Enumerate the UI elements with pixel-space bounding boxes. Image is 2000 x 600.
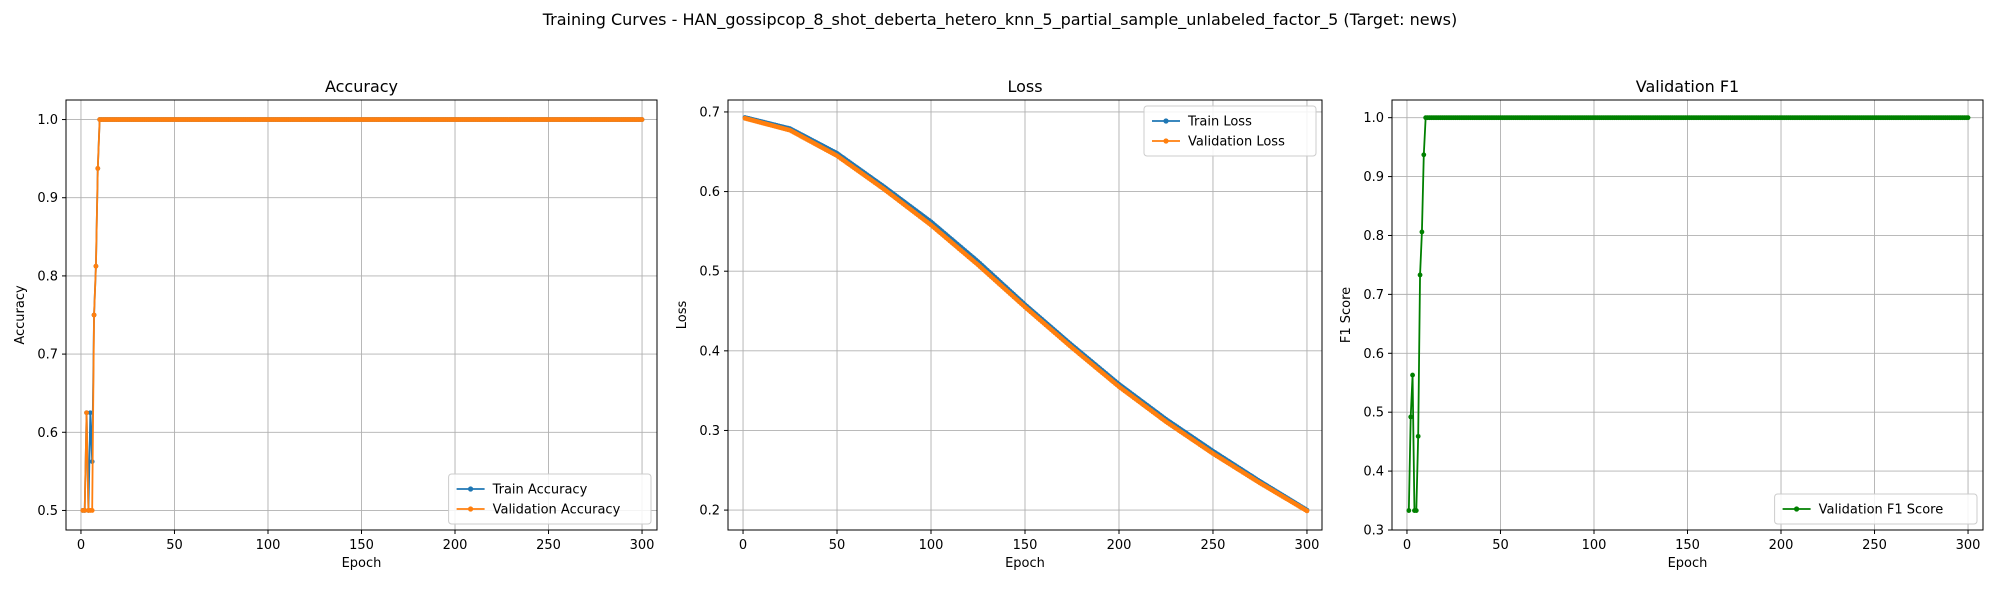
x-tick-label: 100 (1582, 538, 1607, 553)
data-point-validation-accuracy (91, 312, 97, 318)
data-point-train-accuracy (87, 410, 93, 416)
legend-box (1143, 105, 1317, 157)
x-tick-label: 300 (1295, 538, 1320, 553)
data-point-validation-accuracy (82, 508, 88, 513)
series-line-validation-accuracy (82, 118, 643, 512)
legend-marker-train-loss (1163, 118, 1169, 124)
data-point-validation-f1-score (1965, 115, 1971, 121)
axes-frame (727, 99, 1323, 531)
data-point-validation-accuracy (93, 263, 99, 269)
y-tick-label: 0.9 (37, 191, 58, 206)
data-point-validation-f1-score (1413, 508, 1419, 513)
data-point-validation-f1-score (1410, 372, 1415, 378)
x-tick-label: 300 (630, 538, 655, 553)
data-point-validation-accuracy (639, 117, 645, 122)
axes-frame (65, 99, 658, 531)
x-tick-label: 150 (1675, 538, 1700, 553)
y-axis-label: Accuracy (13, 285, 28, 345)
y-tick-label: 0.7 (37, 348, 58, 363)
plot-area (1406, 115, 1971, 513)
chart-panel-accuracy: 0 50 100 150 200 250 300 0.5 0.6 0.7 0.8 0.9 1.0 Accu… (13, 77, 658, 571)
x-tick-label: 200 (1107, 538, 1132, 553)
y-tick-label: 1.0 (37, 113, 58, 128)
figure-title: Training Curves - HAN_gossipcop_8_shot_d… (542, 10, 1458, 30)
legend: Train Accuracy Validation Accuracy (448, 473, 652, 525)
legend-label-validation-accuracy: Validation Accuracy (493, 503, 621, 518)
data-point-validation-accuracy (95, 166, 101, 171)
x-tick-label: 250 (1862, 538, 1887, 553)
chart-panel-validation-f1: 0 50 100 150 200 250 300 0.3 0.4 0.5 0.6 0.7 0.8 0.9 1… (1339, 77, 1984, 571)
axes-frame (1391, 99, 1984, 531)
y-tick-label: 0.8 (37, 269, 58, 284)
data-point-validation-f1-score (1408, 414, 1414, 420)
legend: Train Loss Validation Loss (1143, 105, 1317, 157)
legend-box (1774, 493, 1978, 525)
legend-label-validation-f1-score: Validation F1 Score (1819, 503, 1944, 518)
x-tick-label: 300 (1956, 538, 1981, 553)
x-tick-label: 100 (919, 538, 944, 553)
x-tick-label: 150 (1013, 538, 1038, 553)
chart-title: Accuracy (325, 77, 398, 96)
y-tick-label: 0.6 (699, 185, 720, 200)
legend-marker-validation-loss (1163, 138, 1169, 144)
x-tick-label: 0 (77, 538, 85, 553)
y-tick-label: 0.5 (1363, 406, 1384, 421)
x-axis-label: Epoch (1668, 556, 1708, 571)
x-tick-label: 50 (1492, 538, 1509, 553)
data-point-validation-accuracy (89, 508, 95, 513)
x-tick-label: 150 (349, 538, 374, 553)
legend-marker-train-accuracy (468, 486, 474, 492)
x-tick-label: 50 (829, 538, 846, 553)
y-tick-label: 0.6 (1363, 347, 1384, 362)
x-tick-label: 100 (256, 538, 281, 553)
y-tick-label: 0.4 (1363, 465, 1384, 480)
chart-title: Validation F1 (1636, 77, 1739, 96)
x-axis-label: Epoch (342, 556, 382, 571)
data-point-validation-f1-score (1419, 229, 1425, 235)
plot-area (742, 115, 1310, 514)
legend-label-train-accuracy: Train Accuracy (492, 483, 588, 498)
legend-label-train-loss: Train Loss (1187, 115, 1252, 130)
y-tick-label: 0.4 (699, 344, 720, 359)
y-tick-label: 0.9 (1363, 170, 1384, 185)
data-point-validation-f1-score (1421, 152, 1427, 158)
y-tick-label: 0.7 (699, 105, 720, 120)
y-axis-label: F1 Score (1339, 287, 1354, 343)
legend-marker-validation-f1-score (1794, 506, 1800, 512)
y-tick-label: 0.8 (1363, 229, 1384, 244)
y-tick-label: 0.5 (699, 265, 720, 280)
y-tick-label: 0.7 (1363, 288, 1384, 303)
data-point-validation-f1-score (1415, 433, 1421, 439)
x-tick-label: 0 (1403, 538, 1411, 553)
y-axis-label: Loss (675, 301, 690, 330)
series-line-train-loss (744, 116, 1308, 511)
plot-area (80, 117, 645, 513)
x-tick-label: 0 (739, 538, 747, 553)
x-tick-label: 200 (443, 538, 468, 553)
y-tick-label: 0.6 (37, 426, 58, 441)
data-point-validation-f1-score (1406, 508, 1412, 513)
x-tick-label: 250 (536, 538, 561, 553)
series-line-validation-loss (744, 117, 1308, 512)
x-tick-label: 200 (1769, 538, 1794, 553)
y-tick-label: 1.0 (1363, 111, 1384, 126)
x-axis-label: Epoch (1005, 556, 1045, 571)
legend: Validation F1 Score (1774, 493, 1978, 525)
x-tick-label: 250 (1201, 538, 1226, 553)
y-tick-label: 0.3 (1363, 524, 1384, 539)
data-point-validation-accuracy (84, 410, 89, 416)
chart-panel-loss: 0 50 100 150 200 250 300 0.2 0.3 0.4 0.5 0.6 0.7 Loss… (675, 77, 1323, 571)
y-tick-label: 0.5 (37, 504, 58, 519)
legend-box (448, 473, 652, 525)
y-tick-label: 0.3 (699, 424, 720, 439)
x-tick-label: 50 (166, 538, 183, 553)
legend-label-validation-loss: Validation Loss (1188, 135, 1285, 150)
data-point-validation-f1-score (1417, 272, 1423, 278)
chart-title: Loss (1007, 77, 1042, 96)
series-line-train-accuracy (82, 118, 643, 512)
data-point-validation-loss (1304, 508, 1310, 514)
y-tick-label: 0.2 (699, 504, 720, 519)
legend-marker-validation-accuracy (468, 506, 474, 512)
